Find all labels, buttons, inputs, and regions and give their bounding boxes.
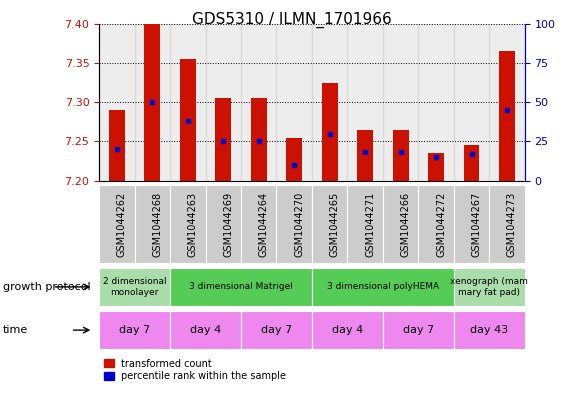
Bar <box>241 185 276 263</box>
Text: GSM1044269: GSM1044269 <box>223 191 233 257</box>
Bar <box>180 59 196 181</box>
Bar <box>276 185 312 263</box>
Text: day 7: day 7 <box>261 325 292 335</box>
Bar <box>145 24 160 181</box>
Text: growth protocol: growth protocol <box>3 282 90 292</box>
Bar <box>286 138 302 181</box>
Bar <box>499 51 515 181</box>
Text: xenograph (mam
mary fat pad): xenograph (mam mary fat pad) <box>450 277 528 297</box>
Bar <box>206 185 241 263</box>
Bar <box>357 130 373 181</box>
Text: GSM1044264: GSM1044264 <box>259 191 269 257</box>
Bar <box>383 311 454 349</box>
Text: day 43: day 43 <box>470 325 508 335</box>
Text: GSM1044271: GSM1044271 <box>365 191 375 257</box>
Text: GSM1044270: GSM1044270 <box>294 191 304 257</box>
Bar <box>170 185 206 263</box>
Text: time: time <box>3 325 28 335</box>
Bar <box>312 24 347 181</box>
Text: GSM1044266: GSM1044266 <box>401 191 410 257</box>
Text: 3 dimensional polyHEMA: 3 dimensional polyHEMA <box>327 283 439 291</box>
Bar <box>419 24 454 181</box>
Text: day 7: day 7 <box>119 325 150 335</box>
Bar <box>347 24 383 181</box>
Bar <box>170 24 206 181</box>
Bar <box>489 185 525 263</box>
Bar <box>241 24 276 181</box>
Bar <box>489 24 525 181</box>
Bar <box>109 110 125 181</box>
Bar <box>251 98 266 181</box>
Text: day 7: day 7 <box>403 325 434 335</box>
Bar <box>99 311 170 349</box>
Bar <box>454 24 489 181</box>
Legend: transformed count, percentile rank within the sample: transformed count, percentile rank withi… <box>104 358 286 382</box>
Bar <box>170 311 241 349</box>
Bar <box>206 24 241 181</box>
Bar <box>383 24 419 181</box>
Bar <box>454 268 525 306</box>
Text: GSM1044268: GSM1044268 <box>152 191 162 257</box>
Bar <box>322 83 338 181</box>
Bar <box>312 311 383 349</box>
Text: day 4: day 4 <box>190 325 221 335</box>
Bar <box>347 185 383 263</box>
Bar <box>215 98 231 181</box>
Bar <box>419 185 454 263</box>
Text: GSM1044273: GSM1044273 <box>507 191 517 257</box>
Text: 3 dimensional Matrigel: 3 dimensional Matrigel <box>189 283 293 291</box>
Bar <box>392 130 409 181</box>
Text: GSM1044267: GSM1044267 <box>472 191 482 257</box>
Text: GDS5310 / ILMN_1701966: GDS5310 / ILMN_1701966 <box>192 12 391 28</box>
Bar <box>241 311 312 349</box>
Bar <box>99 24 135 181</box>
Text: GSM1044263: GSM1044263 <box>188 191 198 257</box>
Bar <box>428 153 444 181</box>
Bar <box>99 185 135 263</box>
Text: GSM1044265: GSM1044265 <box>329 191 340 257</box>
Bar <box>170 268 312 306</box>
Bar <box>454 185 489 263</box>
Bar <box>383 185 419 263</box>
Bar <box>276 24 312 181</box>
Text: day 4: day 4 <box>332 325 363 335</box>
Bar <box>135 24 170 181</box>
Text: 2 dimensional
monolayer: 2 dimensional monolayer <box>103 277 166 297</box>
Text: GSM1044262: GSM1044262 <box>117 191 127 257</box>
Bar <box>463 145 479 181</box>
Bar <box>99 268 170 306</box>
Bar <box>454 311 525 349</box>
Bar <box>312 268 454 306</box>
Text: GSM1044272: GSM1044272 <box>436 191 446 257</box>
Bar <box>135 185 170 263</box>
Bar <box>312 185 347 263</box>
